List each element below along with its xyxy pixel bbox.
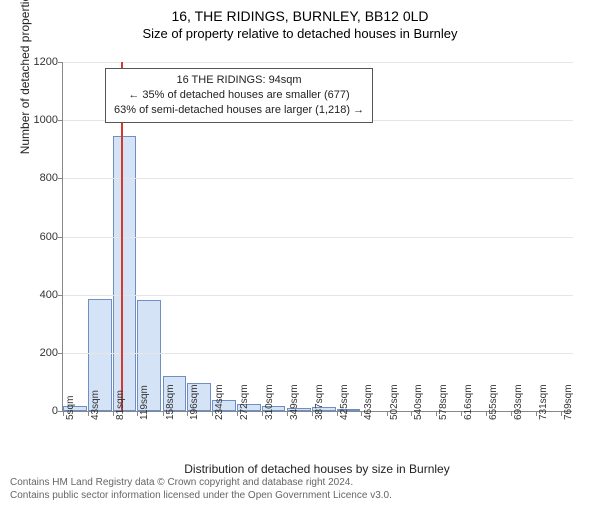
x-tick-label: 234sqm [214, 384, 225, 420]
x-tick-label: 616sqm [463, 384, 474, 420]
gridline [63, 353, 573, 354]
chart-area: 02004006008001000120016 THE RIDINGS: 94s… [62, 62, 572, 412]
x-tick-label: 158sqm [165, 384, 176, 420]
chart-subtitle: Size of property relative to detached ho… [0, 26, 600, 41]
gridline [63, 178, 573, 179]
y-tick-label: 200 [40, 347, 58, 359]
page-title: 16, THE RIDINGS, BURNLEY, BB12 0LD [0, 8, 600, 24]
x-tick-label: 5sqm [65, 396, 76, 420]
plot-region: 02004006008001000120016 THE RIDINGS: 94s… [62, 62, 572, 412]
x-tick-label: 693sqm [513, 384, 524, 420]
x-tick-label: 196sqm [189, 384, 200, 420]
y-tick-label: 800 [40, 172, 58, 184]
x-tick-label: 769sqm [563, 384, 574, 420]
x-tick-label: 81sqm [115, 390, 126, 420]
x-tick-label: 502sqm [389, 384, 400, 420]
x-tick-label: 272sqm [239, 384, 250, 420]
info-box-line: 63% of semi-detached houses are larger (… [114, 103, 364, 118]
info-box: 16 THE RIDINGS: 94sqm← 35% of detached h… [105, 68, 373, 123]
x-tick-label: 119sqm [139, 385, 150, 420]
chart-container: 16, THE RIDINGS, BURNLEY, BB12 0LD Size … [0, 8, 600, 508]
gridline [63, 295, 573, 296]
x-tick-label: 425sqm [339, 384, 350, 420]
footer-line-1: Contains HM Land Registry data © Crown c… [10, 476, 392, 489]
x-tick-label: 731sqm [538, 384, 549, 420]
y-tick-label: 600 [40, 231, 58, 243]
info-box-line: ← 35% of detached houses are smaller (67… [114, 88, 364, 103]
gridline [63, 62, 573, 63]
y-tick-label: 0 [52, 405, 58, 417]
y-axis-label: Number of detached properties [18, 0, 32, 154]
x-tick-label: 43sqm [90, 390, 101, 420]
y-tick-label: 1200 [34, 56, 58, 68]
y-tick-label: 1000 [34, 114, 58, 126]
x-tick-label: 540sqm [413, 384, 424, 420]
footer-attribution: Contains HM Land Registry data © Crown c… [10, 476, 392, 502]
x-tick-label: 578sqm [438, 384, 449, 420]
x-axis-label: Distribution of detached houses by size … [62, 462, 572, 476]
x-tick-label: 310sqm [264, 384, 275, 420]
x-tick-label: 655sqm [488, 384, 499, 420]
footer-line-2: Contains public sector information licen… [10, 489, 392, 502]
x-tick-label: 349sqm [289, 384, 300, 420]
gridline [63, 237, 573, 238]
x-tick-label: 387sqm [314, 384, 325, 420]
info-box-line: 16 THE RIDINGS: 94sqm [114, 73, 364, 88]
x-tick-label: 463sqm [363, 384, 374, 420]
y-tick-label: 400 [40, 289, 58, 301]
